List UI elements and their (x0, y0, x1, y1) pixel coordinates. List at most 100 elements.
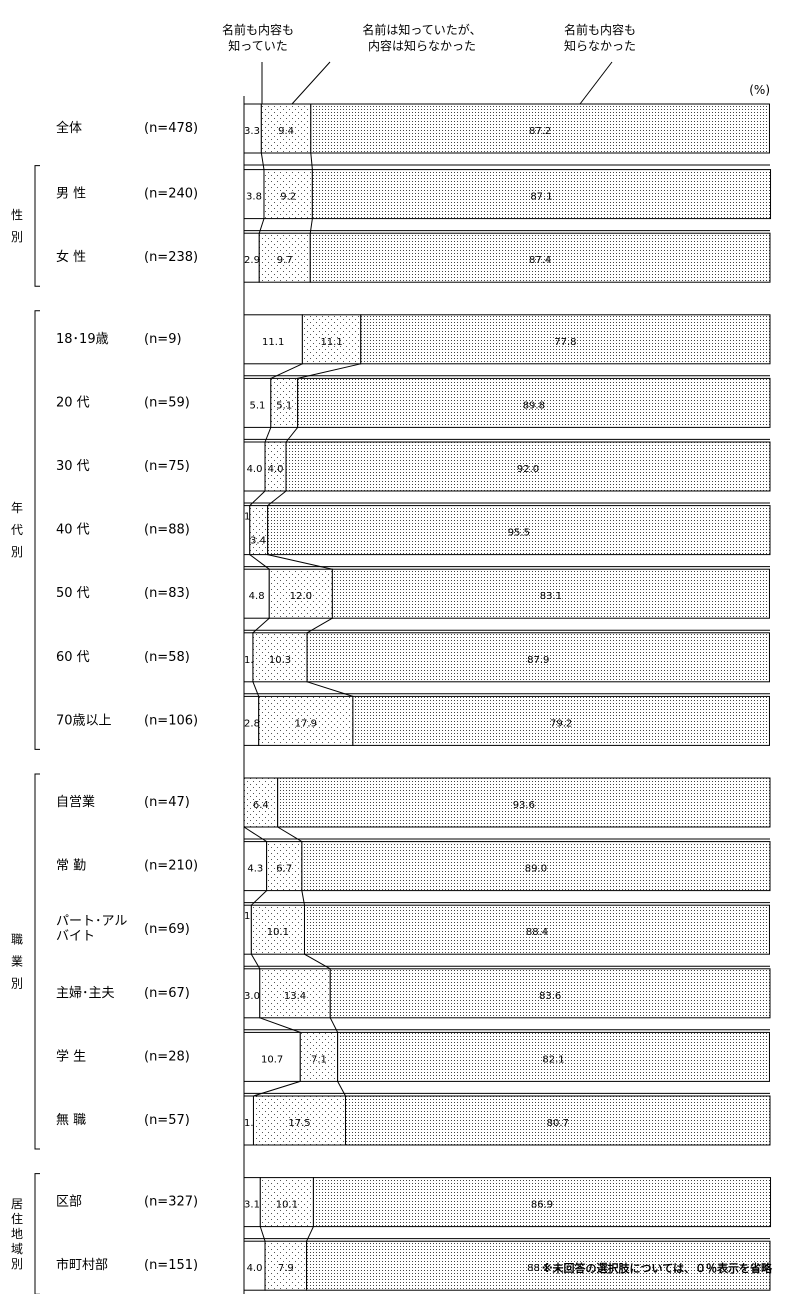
legend: 名前も内容も知っていた 名前は知っていたが、内容は知らなかった 名前も内容も知らなか… (222, 22, 636, 105)
group-bracket: 性別 (11, 165, 40, 287)
row-label: 30 代 (56, 459, 90, 474)
bar-row: 30 代 (n=75) 4.0 4.0 92.0 (56, 441, 771, 492)
row-n: (n=151) (144, 1258, 198, 1273)
group-bracket: 職業別 (11, 773, 40, 1150)
bar-segment (306, 1240, 771, 1291)
data-label: 4.3 (247, 864, 263, 875)
bar-segment (277, 777, 771, 828)
legend-label: 名前は知っていたが、内容は知らなかった (362, 22, 481, 53)
data-label: 10.1 (276, 1200, 298, 1211)
row-label: 学 生 (56, 1048, 86, 1064)
data-label: 3.4 (250, 536, 266, 547)
data-label: 6.7 (276, 864, 292, 875)
data-label: 12.0 (290, 591, 312, 602)
row-n: (n=75) (144, 459, 190, 474)
data-label: 83.6 (539, 991, 561, 1002)
group-label: 居住地域別 (11, 1197, 23, 1271)
bar-segment (252, 632, 308, 683)
bar-row: 18･19歳 (n=9) 11.1 11.1 77.8 (56, 314, 771, 365)
bar-row: 無 職 (n=57) 1.8 17.5 80.7 (56, 1095, 771, 1146)
row-label: 区部 (56, 1195, 82, 1210)
row-label: 40 代 (56, 523, 90, 538)
bar-row: 女 性 (n=238) 2.9 9.7 87.4 (56, 232, 771, 283)
bar-row: 70歳以上 (n=106) 2.8 17.9 79.2 (56, 695, 770, 746)
data-label: 1.7 (244, 655, 260, 666)
data-label: 6.4 (253, 800, 269, 811)
row-n: (n=83) (144, 586, 190, 601)
bar-row: 男 性 (n=240) 3.8 9.2 87.1 (56, 169, 772, 220)
row-n: (n=59) (144, 395, 190, 410)
data-label: 88.4 (526, 927, 548, 938)
row-label: 60 代 (56, 650, 90, 665)
row-n: (n=238) (144, 250, 198, 265)
data-label: 95.5 (508, 528, 530, 539)
data-label: 3.8 (246, 192, 262, 203)
bar-segment (252, 1095, 347, 1146)
connector-line (260, 152, 265, 170)
bar-segment (285, 441, 771, 492)
row-n: (n=67) (144, 986, 190, 1001)
connector-line (310, 152, 313, 170)
bar-segment (331, 568, 770, 619)
bar-row: 60 代 (n=58) 1.7 10.3 87.9 (56, 632, 770, 683)
data-label: 2.9 (244, 255, 260, 266)
row-label: 主婦･主夫 (56, 985, 115, 1001)
data-label: 89.0 (525, 864, 547, 875)
bar-segment (243, 1031, 301, 1082)
bar-segment (258, 232, 311, 283)
data-label: 86.9 (531, 1200, 553, 1211)
bar-segment (309, 232, 771, 283)
row-label: 常 勤 (56, 859, 86, 874)
data-label: 93.6 (513, 800, 535, 811)
row-n: (n=210) (144, 859, 198, 874)
bar-segment (306, 632, 770, 683)
data-label: 87.2 (529, 126, 551, 137)
row-n: (n=327) (144, 1195, 198, 1210)
data-label: 92.0 (517, 464, 539, 475)
data-label: 3.3 (244, 126, 260, 137)
bar-segment (360, 314, 771, 365)
bar-row: 40 代(n=88)1.13.495.5 (56, 505, 771, 556)
bar-row: 市町村部 (n=151) 4.0 7.9 88.1 (56, 1240, 771, 1291)
data-label: 5.1 (249, 400, 265, 411)
data-label: 4.0 (268, 464, 284, 475)
bar-segment (345, 1095, 771, 1146)
row-n: (n=478) (144, 121, 198, 136)
bar-row: 全体 (n=478) 3.3 9.4 87.2 (56, 103, 770, 154)
bar-segment (268, 568, 333, 619)
bar-segment (310, 103, 770, 154)
data-label: 10.1 (267, 927, 289, 938)
data-label: 5.1 (276, 400, 292, 411)
data-label: 89.8 (523, 400, 545, 411)
bar-segment (259, 1177, 314, 1228)
data-label: 3.1 (244, 1200, 260, 1211)
bar-segment (297, 377, 771, 428)
bar-row: 20 代 (n=59) 5.1 5.1 89.8 (56, 377, 771, 428)
bar-row: 50 代 (n=83) 4.8 12.0 83.1 (56, 568, 770, 619)
bracket-line (34, 310, 40, 750)
bracket-line (34, 773, 40, 1150)
data-label: 82.1 (542, 1054, 564, 1065)
bar-segment (243, 777, 279, 828)
row-label: 20 代 (56, 395, 90, 410)
bar-segment (337, 1031, 770, 1082)
data-label: 87.9 (527, 655, 549, 666)
bar-row: 学 生 (n=28) 10.7 7.1 82.1 (56, 1031, 770, 1082)
data-label: 11.1 (320, 337, 342, 348)
bar-row: 常 勤 (n=210) 4.3 6.7 89.0 (56, 841, 771, 892)
bar-segment (267, 505, 771, 556)
group-label: 性別 (11, 208, 23, 244)
data-label: 10.7 (261, 1054, 283, 1065)
row-n: (n=28) (144, 1049, 190, 1064)
legend-item: 名前も内容も知らなかった (564, 22, 636, 105)
row-n: (n=58) (144, 650, 190, 665)
data-label: 13.4 (284, 991, 306, 1002)
row-label: 女 性 (56, 249, 86, 265)
row-label: 無 職 (56, 1113, 86, 1128)
row-n: (n=47) (144, 795, 190, 810)
bar-segment (264, 1240, 308, 1291)
unit-label: (%) (749, 83, 770, 97)
data-label: 3.0 (244, 991, 260, 1002)
group-bracket: 年代別 (11, 310, 40, 750)
